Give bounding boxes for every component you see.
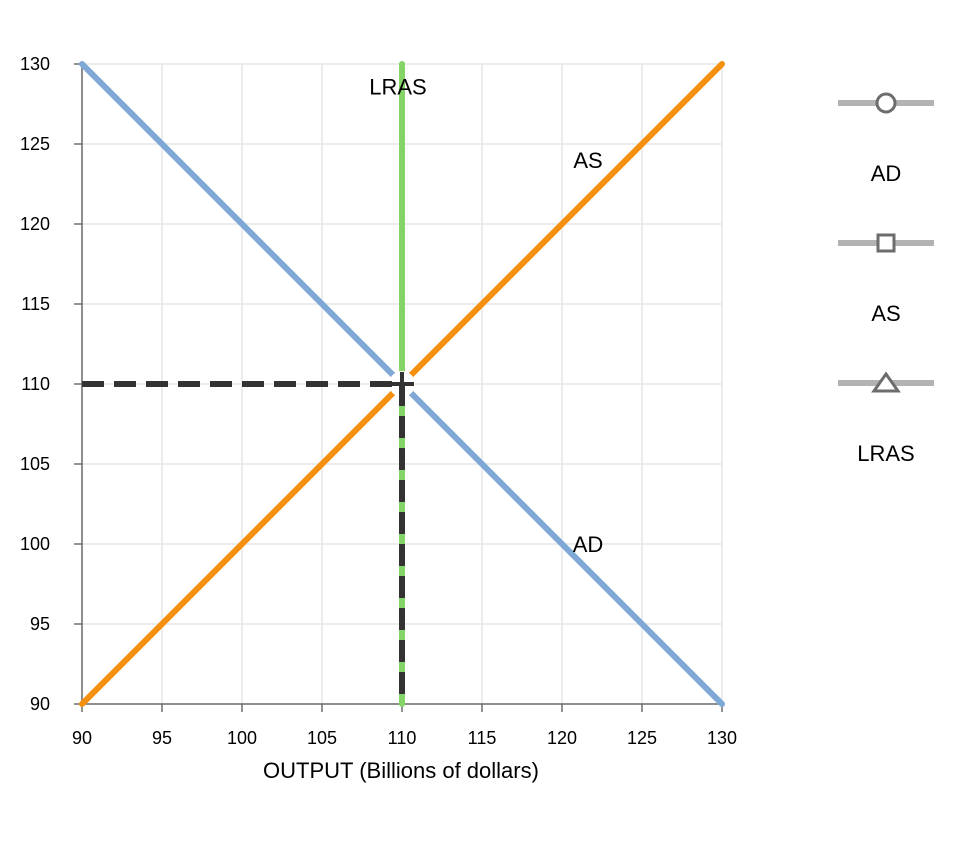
legend-label-ad: AD [871, 161, 902, 186]
y-tick-label-100: 100 [20, 534, 50, 554]
legend-square-icon [876, 233, 896, 253]
equilibrium-guides [82, 371, 415, 704]
y-tick-label-125: 125 [20, 134, 50, 154]
x-tick-label-95: 95 [152, 728, 172, 748]
x-tick-label-125: 125 [627, 728, 657, 748]
x-tick-label-130: 130 [707, 728, 737, 748]
tick-labels: 90 95 100 105 110 115 120 125 130 90 95 100 105 110 11… [20, 54, 737, 748]
y-tick-label-90: 90 [30, 694, 50, 714]
legend-circle-icon [875, 92, 897, 114]
x-axis-title: OUTPUT (Billions of dollars) [263, 758, 539, 783]
y-tick-label-130: 130 [20, 54, 50, 74]
x-tick-label-90: 90 [72, 728, 92, 748]
x-tick-label-115: 115 [468, 728, 497, 748]
y-tick-label-115: 115 [21, 294, 50, 314]
y-tick-label-120: 120 [20, 214, 50, 234]
y-tick-label-95: 95 [30, 614, 50, 634]
x-tick-label-100: 100 [227, 728, 257, 748]
curve-label-as: AS [573, 148, 602, 173]
x-tick-label-120: 120 [547, 728, 577, 748]
legend-label-as: AS [871, 301, 900, 326]
legend-label-lras: LRAS [857, 441, 914, 466]
legend: AD AS LRAS [838, 92, 934, 466]
legend-triangle-icon [871, 371, 901, 393]
y-tick-label-105: 105 [20, 454, 50, 474]
x-tick-label-105: 105 [307, 728, 337, 748]
curve-label-lras: LRAS [369, 74, 426, 99]
y-tick-label-110: 110 [21, 374, 50, 394]
curve-label-ad: AD [573, 532, 604, 557]
x-tick-label-110: 110 [388, 728, 417, 748]
curve-labels: AD AS LRAS [369, 74, 603, 557]
